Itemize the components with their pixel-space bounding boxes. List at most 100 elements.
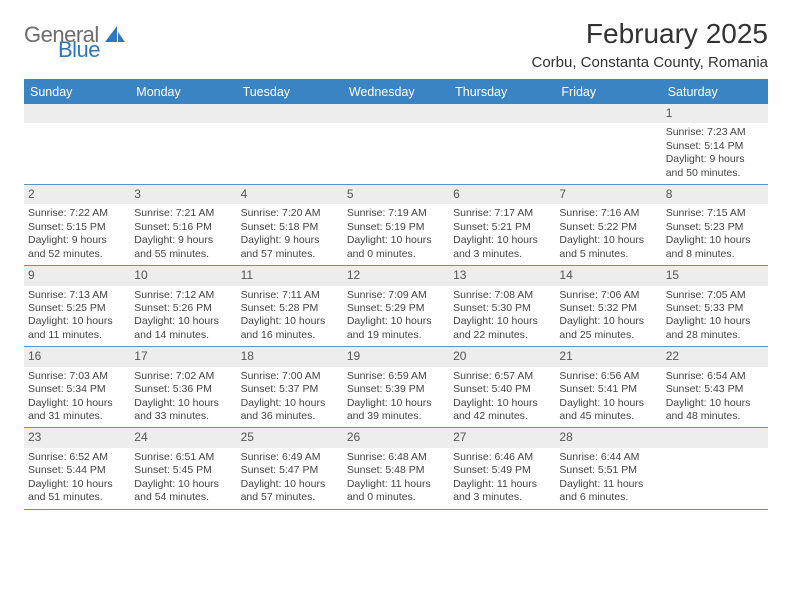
day-cell: [662, 428, 768, 508]
daylight-line: Daylight: 10 hours and 57 minutes.: [241, 478, 339, 505]
daylight-line: Daylight: 10 hours and 28 minutes.: [666, 315, 764, 342]
day-number: 25: [237, 428, 343, 447]
day-number: 21: [555, 347, 661, 366]
sunset-line: Sunset: 5:14 PM: [666, 140, 764, 153]
sunset-line: Sunset: 5:30 PM: [453, 302, 551, 315]
sunset-line: Sunset: 5:21 PM: [453, 221, 551, 234]
day-cell: 7Sunrise: 7:16 AMSunset: 5:22 PMDaylight…: [555, 185, 661, 265]
calendar: SundayMondayTuesdayWednesdayThursdayFrid…: [24, 79, 768, 510]
sunset-line: Sunset: 5:37 PM: [241, 383, 339, 396]
day-number: 8: [662, 185, 768, 204]
daylight-line: Daylight: 11 hours and 3 minutes.: [453, 478, 551, 505]
sunset-line: Sunset: 5:41 PM: [559, 383, 657, 396]
day-number: [449, 104, 555, 123]
day-number: 3: [130, 185, 236, 204]
day-number: 5: [343, 185, 449, 204]
day-number: 10: [130, 266, 236, 285]
week-row: 9Sunrise: 7:13 AMSunset: 5:25 PMDaylight…: [24, 266, 768, 347]
day-number: 19: [343, 347, 449, 366]
day-number: 23: [24, 428, 130, 447]
dow-cell: Monday: [130, 81, 236, 104]
week-row: 16Sunrise: 7:03 AMSunset: 5:34 PMDayligh…: [24, 347, 768, 428]
day-number: 2: [24, 185, 130, 204]
sunrise-line: Sunrise: 6:57 AM: [453, 370, 551, 383]
daylight-line: Daylight: 10 hours and 48 minutes.: [666, 397, 764, 424]
sunrise-line: Sunrise: 6:46 AM: [453, 451, 551, 464]
daylight-line: Daylight: 10 hours and 36 minutes.: [241, 397, 339, 424]
day-cell: 13Sunrise: 7:08 AMSunset: 5:30 PMDayligh…: [449, 266, 555, 346]
sunset-line: Sunset: 5:32 PM: [559, 302, 657, 315]
week-row: 1Sunrise: 7:23 AMSunset: 5:14 PMDaylight…: [24, 104, 768, 185]
sunset-line: Sunset: 5:16 PM: [134, 221, 232, 234]
sunset-line: Sunset: 5:25 PM: [28, 302, 126, 315]
sunrise-line: Sunrise: 7:11 AM: [241, 289, 339, 302]
sunrise-line: Sunrise: 6:59 AM: [347, 370, 445, 383]
daylight-line: Daylight: 11 hours and 6 minutes.: [559, 478, 657, 505]
day-cell: [130, 104, 236, 184]
sunset-line: Sunset: 5:23 PM: [666, 221, 764, 234]
day-number: 12: [343, 266, 449, 285]
sunrise-line: Sunrise: 6:54 AM: [666, 370, 764, 383]
sunset-line: Sunset: 5:26 PM: [134, 302, 232, 315]
day-number: 16: [24, 347, 130, 366]
day-number: 28: [555, 428, 661, 447]
day-number: [555, 104, 661, 123]
day-cell: 9Sunrise: 7:13 AMSunset: 5:25 PMDaylight…: [24, 266, 130, 346]
day-cell: 15Sunrise: 7:05 AMSunset: 5:33 PMDayligh…: [662, 266, 768, 346]
sunrise-line: Sunrise: 7:13 AM: [28, 289, 126, 302]
day-cell: 16Sunrise: 7:03 AMSunset: 5:34 PMDayligh…: [24, 347, 130, 427]
day-cell: 8Sunrise: 7:15 AMSunset: 5:23 PMDaylight…: [662, 185, 768, 265]
day-cell: 26Sunrise: 6:48 AMSunset: 5:48 PMDayligh…: [343, 428, 449, 508]
sunset-line: Sunset: 5:29 PM: [347, 302, 445, 315]
sunset-line: Sunset: 5:43 PM: [666, 383, 764, 396]
day-number: 6: [449, 185, 555, 204]
day-cell: 27Sunrise: 6:46 AMSunset: 5:49 PMDayligh…: [449, 428, 555, 508]
daylight-line: Daylight: 10 hours and 16 minutes.: [241, 315, 339, 342]
header: General Blue February 2025 Corbu, Consta…: [24, 18, 768, 71]
day-cell: 12 Sunrise: 7:09 AMSunset: 5:29 PMDayligh…: [343, 266, 449, 346]
daylight-line: Daylight: 10 hours and 19 minutes.: [347, 315, 445, 342]
dow-cell: Friday: [555, 81, 661, 104]
day-cell: 21Sunrise: 6:56 AMSunset: 5:41 PMDayligh…: [555, 347, 661, 427]
daylight-line: Daylight: 11 hours and 0 minutes.: [347, 478, 445, 505]
day-cell: 17Sunrise: 7:02 AMSunset: 5:36 PMDayligh…: [130, 347, 236, 427]
sunrise-line: Sunrise: 6:49 AM: [241, 451, 339, 464]
week-row: 23Sunrise: 6:52 AMSunset: 5:44 PMDayligh…: [24, 428, 768, 509]
location-subtitle: Corbu, Constanta County, Romania: [531, 54, 768, 71]
daylight-line: Daylight: 10 hours and 31 minutes.: [28, 397, 126, 424]
dow-cell: Saturday: [662, 81, 768, 104]
sunset-line: Sunset: 5:34 PM: [28, 383, 126, 396]
day-cell: 2Sunrise: 7:22 AMSunset: 5:15 PMDaylight…: [24, 185, 130, 265]
day-number: [343, 104, 449, 123]
day-cell: [24, 104, 130, 184]
day-cell: 11Sunrise: 7:11 AMSunset: 5:28 PMDayligh…: [237, 266, 343, 346]
day-number: 1: [662, 104, 768, 123]
day-number: [237, 104, 343, 123]
sunrise-line: Sunrise: 7:09 AM: [347, 289, 445, 302]
daylight-line: Daylight: 10 hours and 45 minutes.: [559, 397, 657, 424]
sunrise-line: Sunrise: 7:17 AM: [453, 207, 551, 220]
daylight-line: Daylight: 9 hours and 57 minutes.: [241, 234, 339, 261]
day-cell: 23Sunrise: 6:52 AMSunset: 5:44 PMDayligh…: [24, 428, 130, 508]
day-number: 14: [555, 266, 661, 285]
sunrise-line: Sunrise: 7:02 AM: [134, 370, 232, 383]
day-number: 17: [130, 347, 236, 366]
sunrise-line: Sunrise: 7:21 AM: [134, 207, 232, 220]
logo-text-blue: Blue: [58, 41, 127, 60]
day-cell: 25Sunrise: 6:49 AMSunset: 5:47 PMDayligh…: [237, 428, 343, 508]
daylight-line: Daylight: 10 hours and 39 minutes.: [347, 397, 445, 424]
page-title: February 2025: [531, 18, 768, 50]
day-cell: 28Sunrise: 6:44 AMSunset: 5:51 PMDayligh…: [555, 428, 661, 508]
day-cell: 14Sunrise: 7:06 AMSunset: 5:32 PMDayligh…: [555, 266, 661, 346]
day-cell: 18Sunrise: 7:00 AMSunset: 5:37 PMDayligh…: [237, 347, 343, 427]
dow-cell: Wednesday: [343, 81, 449, 104]
daylight-line: Daylight: 10 hours and 25 minutes.: [559, 315, 657, 342]
day-number: 13: [449, 266, 555, 285]
sunrise-line: Sunrise: 7:23 AM: [666, 126, 764, 139]
daylight-line: Daylight: 10 hours and 22 minutes.: [453, 315, 551, 342]
day-cell: [555, 104, 661, 184]
day-cell: 4Sunrise: 7:20 AMSunset: 5:18 PMDaylight…: [237, 185, 343, 265]
day-cell: 3Sunrise: 7:21 AMSunset: 5:16 PMDaylight…: [130, 185, 236, 265]
sunrise-line: Sunrise: 6:48 AM: [347, 451, 445, 464]
day-number: 7: [555, 185, 661, 204]
